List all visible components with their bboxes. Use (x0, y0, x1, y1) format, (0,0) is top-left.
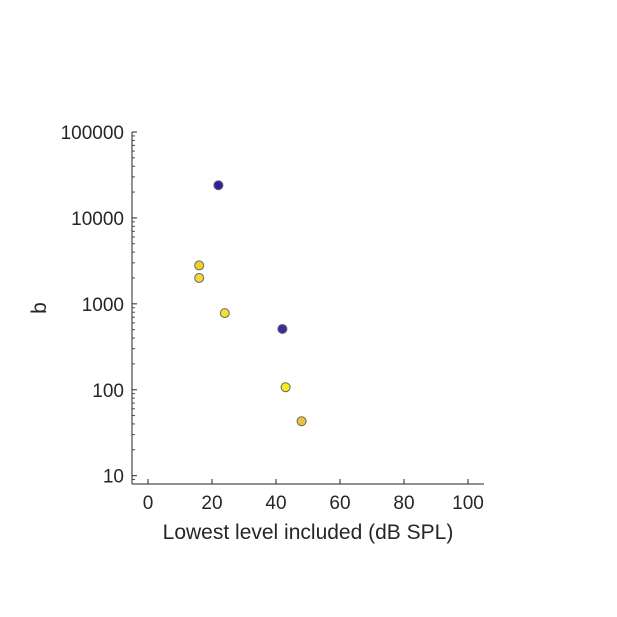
y-axis-label: b (28, 302, 51, 314)
x-axis-label: Lowest level included (dB SPL) (163, 521, 454, 544)
data-points (194, 180, 307, 427)
axes (131, 132, 484, 485)
x-tick-label: 40 (265, 493, 286, 514)
data-point (277, 323, 288, 334)
x-tick-label: 80 (393, 493, 414, 514)
data-point (296, 416, 307, 427)
y-ticks: 10 100 1000 10000 100000 (61, 123, 137, 488)
x-tick-label: 100 (452, 493, 484, 514)
y-tick-label: 1000 (82, 295, 124, 316)
data-point (194, 272, 205, 283)
y-tick-label: 10000 (71, 209, 124, 230)
x-tick-label: 20 (201, 493, 222, 514)
data-point (219, 308, 230, 319)
x-tick-label: 60 (329, 493, 350, 514)
x-ticks: 0 20 40 60 80 100 (143, 479, 484, 514)
y-tick-label: 100000 (61, 123, 124, 144)
y-tick-label: 10 (103, 467, 124, 488)
data-point (213, 180, 224, 191)
data-point (280, 382, 291, 393)
data-point (194, 260, 205, 271)
x-tick-label: 0 (143, 493, 154, 514)
y-tick-label: 100 (92, 381, 124, 402)
